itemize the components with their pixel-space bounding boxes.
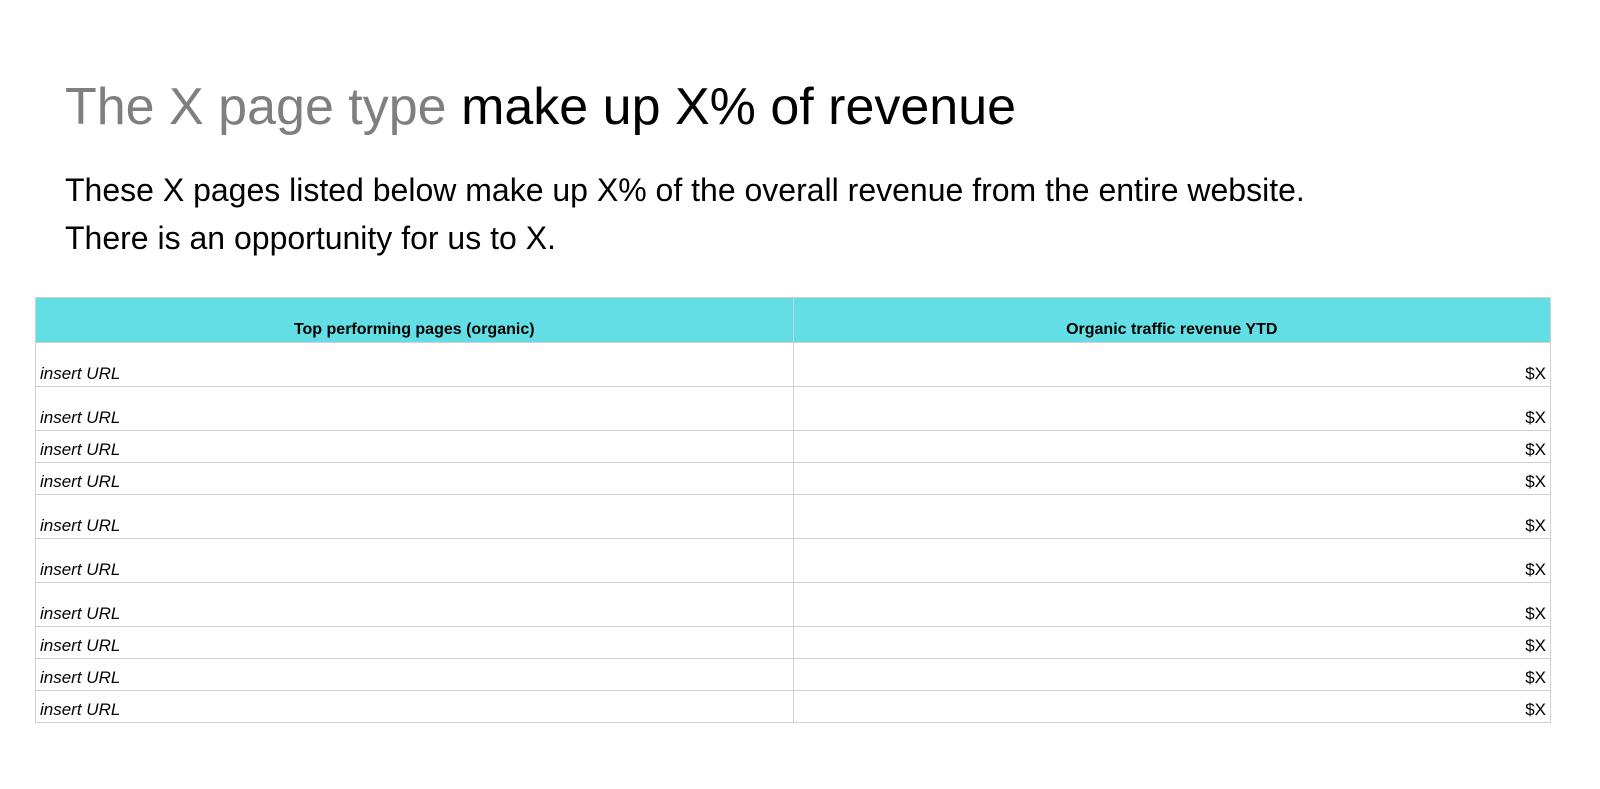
- url-cell[interactable]: insert URL: [35, 386, 794, 431]
- table-header-row: Top performing pages (organic) Organic t…: [35, 297, 1551, 343]
- table-row: insert URL $X: [35, 538, 1551, 583]
- revenue-cell[interactable]: $X: [792, 462, 1551, 495]
- header-revenue-ytd: Organic traffic revenue YTD: [792, 297, 1551, 343]
- title-emphasis-part: make up X% of revenue: [461, 78, 1017, 136]
- url-cell[interactable]: insert URL: [35, 538, 794, 583]
- revenue-cell[interactable]: $X: [792, 494, 1551, 539]
- table-row: insert URL $X: [35, 462, 1551, 495]
- table-row: insert URL $X: [35, 430, 1551, 463]
- url-cell[interactable]: insert URL: [35, 658, 794, 691]
- revenue-cell[interactable]: $X: [792, 582, 1551, 627]
- slide-title: The X page type make up X% of revenue: [65, 76, 1016, 138]
- revenue-table: Top performing pages (organic) Organic t…: [35, 297, 1551, 723]
- table-row: insert URL $X: [35, 582, 1551, 627]
- url-cell[interactable]: insert URL: [35, 626, 794, 659]
- url-cell[interactable]: insert URL: [35, 690, 794, 723]
- url-cell[interactable]: insert URL: [35, 342, 794, 387]
- table-row: insert URL $X: [35, 690, 1551, 723]
- table-row: insert URL $X: [35, 342, 1551, 387]
- url-cell[interactable]: insert URL: [35, 582, 794, 627]
- table-row: insert URL $X: [35, 494, 1551, 539]
- header-top-pages: Top performing pages (organic): [35, 297, 794, 343]
- revenue-cell[interactable]: $X: [792, 430, 1551, 463]
- slide-body-text: These X pages listed below make up X% of…: [65, 166, 1305, 262]
- revenue-cell[interactable]: $X: [792, 538, 1551, 583]
- body-line-1: These X pages listed below make up X% of…: [65, 172, 1305, 208]
- revenue-cell[interactable]: $X: [792, 658, 1551, 691]
- revenue-cell[interactable]: $X: [792, 386, 1551, 431]
- title-muted-part: The X page type: [65, 78, 447, 136]
- revenue-cell[interactable]: $X: [792, 690, 1551, 723]
- table-row: insert URL $X: [35, 658, 1551, 691]
- url-cell[interactable]: insert URL: [35, 494, 794, 539]
- url-cell[interactable]: insert URL: [35, 462, 794, 495]
- table-row: insert URL $X: [35, 386, 1551, 431]
- revenue-cell[interactable]: $X: [792, 342, 1551, 387]
- revenue-cell[interactable]: $X: [792, 626, 1551, 659]
- table-row: insert URL $X: [35, 626, 1551, 659]
- body-line-2: There is an opportunity for us to X.: [65, 220, 556, 256]
- url-cell[interactable]: insert URL: [35, 430, 794, 463]
